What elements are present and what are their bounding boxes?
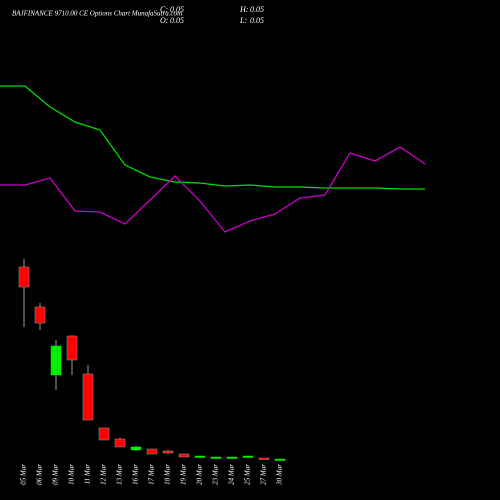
indicator-line — [0, 85, 425, 190]
candle-body — [50, 345, 62, 376]
candle-body — [226, 456, 238, 459]
candle-body — [194, 455, 206, 458]
x-tick-label: 12 Mar — [100, 464, 108, 485]
candle-body — [82, 373, 94, 421]
x-tick-label: 16 Mar — [132, 464, 140, 485]
x-tick-label: 05 Mar — [20, 464, 28, 485]
candle-body — [18, 266, 30, 288]
x-tick-label: 19 Mar — [180, 464, 188, 485]
indicator-line — [0, 146, 426, 233]
header-label: O: — [160, 16, 169, 25]
x-tick-label: 10 Mar — [68, 464, 76, 485]
x-tick-label: 18 Mar — [164, 464, 172, 485]
candle-body — [98, 427, 110, 441]
chart-title: BAJFINANCE 9710.00 CE Options Chart Muna… — [12, 10, 182, 18]
header-value: 0.05 — [250, 16, 264, 25]
candle-body — [178, 453, 190, 458]
x-tick-label: 13 Mar — [116, 464, 124, 485]
header-value: 0.05 — [170, 5, 184, 14]
header-value: 0.05 — [170, 16, 184, 25]
header-value: 0.05 — [250, 5, 264, 14]
candle-body — [242, 455, 254, 458]
candle-body — [210, 456, 222, 459]
candle-body — [258, 457, 270, 460]
x-tick-label: 06 Mar — [36, 464, 44, 485]
x-tick-label: 20 Mar — [196, 464, 204, 485]
x-tick-label: 25 Mar — [244, 464, 252, 485]
header-label: H: — [239, 5, 249, 14]
x-tick-label: 09 Mar — [52, 464, 60, 485]
candle-body — [274, 458, 286, 461]
candle-body — [114, 438, 126, 448]
x-tick-label: 17 Mar — [148, 464, 156, 485]
candle-body — [34, 306, 46, 324]
x-tick-label: 30 Mar — [276, 464, 284, 486]
candle-body — [162, 450, 174, 454]
header-label: L: — [239, 16, 247, 25]
candle-body — [130, 446, 142, 451]
x-tick-label: 27 Mar — [260, 464, 268, 485]
x-tick-label: 24 Mar — [228, 464, 236, 485]
candle-body — [66, 335, 78, 361]
candle-body — [146, 448, 158, 455]
x-tick-label: 23 Mar — [212, 464, 220, 485]
header-label: C: — [160, 5, 168, 14]
x-tick-label: 11 Mar — [84, 464, 92, 485]
